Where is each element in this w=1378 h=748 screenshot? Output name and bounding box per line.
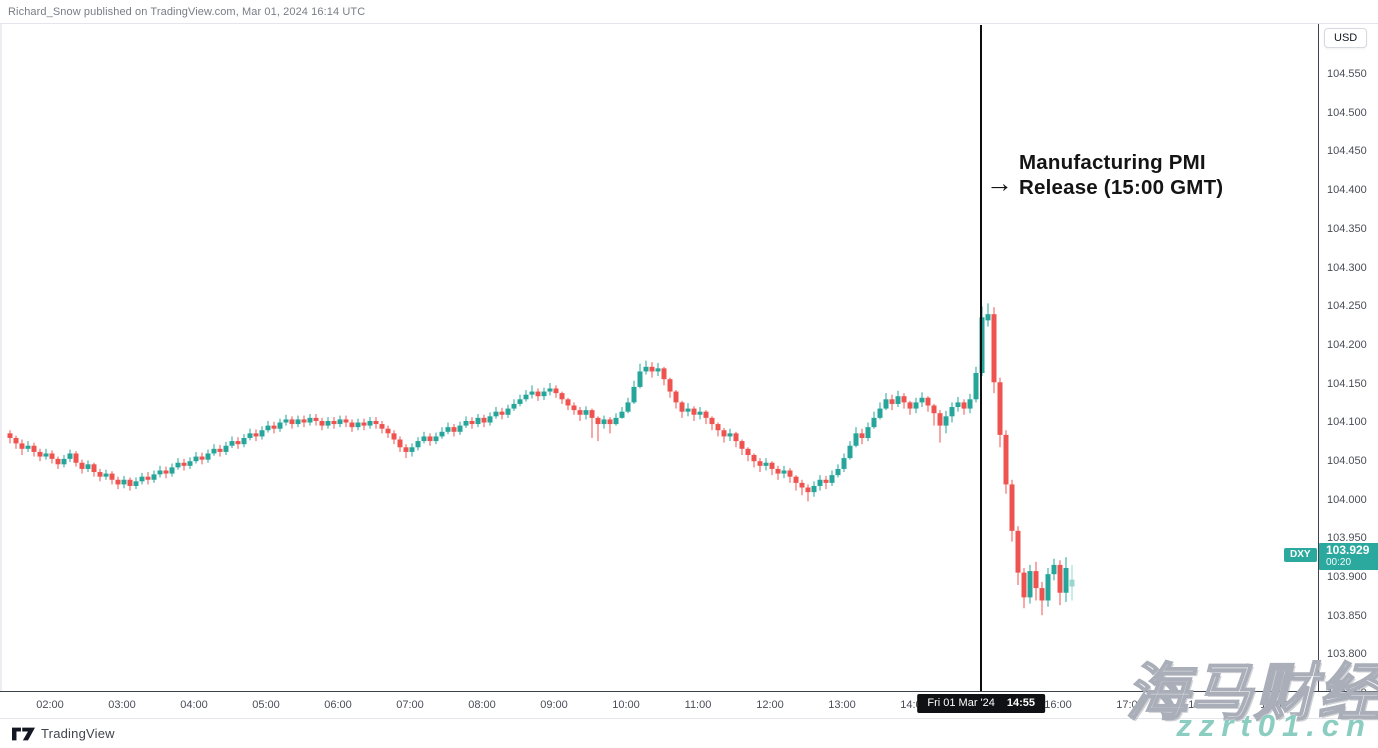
- time-tick-label: 04:00: [180, 699, 208, 711]
- price-tick-label: 103.950: [1327, 532, 1367, 545]
- event-date-text: Fri 01 Mar '24: [927, 697, 995, 709]
- event-time-label: Fri 01 Mar '24 14:55: [917, 694, 1046, 713]
- time-tick-label: 07:00: [396, 699, 424, 711]
- symbol-badge: DXY: [1284, 547, 1317, 562]
- price-tick-label: 104.200: [1327, 338, 1367, 351]
- last-price-value: 103.929: [1326, 542, 1370, 557]
- time-tick-label: 13:00: [828, 699, 856, 711]
- price-tick-label: 103.750: [1327, 687, 1367, 691]
- time-tick-label: 10:00: [612, 699, 640, 711]
- price-tick-label: 104.350: [1327, 222, 1367, 235]
- event-vertical-line[interactable]: [980, 25, 983, 691]
- price-tick-label: 104.250: [1327, 300, 1367, 313]
- annotation-text: Manufacturing PMI Release (15:00 GMT): [1019, 150, 1223, 200]
- time-tick-label: 09:00: [540, 699, 568, 711]
- time-tick-label: 16:00: [1044, 699, 1072, 711]
- time-tick-label: 18:00: [1188, 699, 1216, 711]
- time-axis[interactable]: 02:00 03:00 04:00 05:00 06:00 07:00 08:00 09:00…: [0, 691, 1378, 718]
- annotation-line2: Release (15:00 GMT): [1019, 176, 1224, 199]
- footer-bar: TradingView: [0, 718, 1378, 748]
- header-bar: Richard_Snow published on TradingView.co…: [0, 0, 1378, 24]
- price-tick-label: 104.050: [1327, 454, 1367, 467]
- time-tick-label: 19:00: [1260, 699, 1288, 711]
- time-tick-label: 11:00: [684, 699, 712, 711]
- time-tick-label: 06:00: [324, 699, 352, 711]
- price-tick-label: 103.800: [1327, 648, 1367, 661]
- price-tick-label: 104.150: [1327, 377, 1367, 390]
- tradingview-logo-icon: [12, 727, 35, 740]
- candlestick-series: [7, 303, 1075, 616]
- time-tick-label: 05:00: [252, 699, 280, 711]
- bar-countdown: 00:20: [1326, 556, 1352, 568]
- time-tick-label: 02:00: [36, 699, 64, 711]
- attribution-text: Richard_Snow published on TradingView.co…: [8, 6, 366, 18]
- price-tick-label: 104.500: [1327, 106, 1367, 119]
- price-tick-label: 104.100: [1327, 416, 1367, 429]
- tradingview-brand-link[interactable]: TradingView: [12, 726, 115, 741]
- last-price-label: 103.929 00:20: [1319, 542, 1378, 570]
- time-tick-label: 08:00: [468, 699, 496, 711]
- time-tick-label: 03:00: [108, 699, 136, 711]
- arrow-right-icon: →: [986, 168, 1013, 198]
- event-time-text: 14:55: [1006, 697, 1036, 709]
- pmi-annotation[interactable]: → Manufacturing PMI Release (15:00 GMT): [986, 150, 1223, 200]
- price-axis[interactable]: USD 104.550 104.500 104.450 104.400 104.350 1…: [1318, 24, 1378, 691]
- tradingview-brand-text: TradingView: [41, 726, 115, 741]
- price-tick-label: 104.550: [1327, 68, 1367, 81]
- price-tick-label: 104.400: [1327, 184, 1367, 197]
- time-tick-label: 12:00: [756, 699, 784, 711]
- price-tick-label: 103.900: [1327, 571, 1367, 584]
- annotation-line1: Manufacturing PMI: [1019, 151, 1206, 174]
- price-tick-label: 104.000: [1327, 493, 1367, 506]
- currency-unit-button[interactable]: USD: [1324, 28, 1368, 48]
- time-tick-label: 17:00: [1116, 699, 1144, 711]
- price-tick-label: 104.300: [1327, 261, 1367, 274]
- price-tick-label: 103.850: [1327, 609, 1367, 622]
- chart-canvas[interactable]: [0, 24, 1318, 691]
- price-tick-label: 104.450: [1327, 145, 1367, 158]
